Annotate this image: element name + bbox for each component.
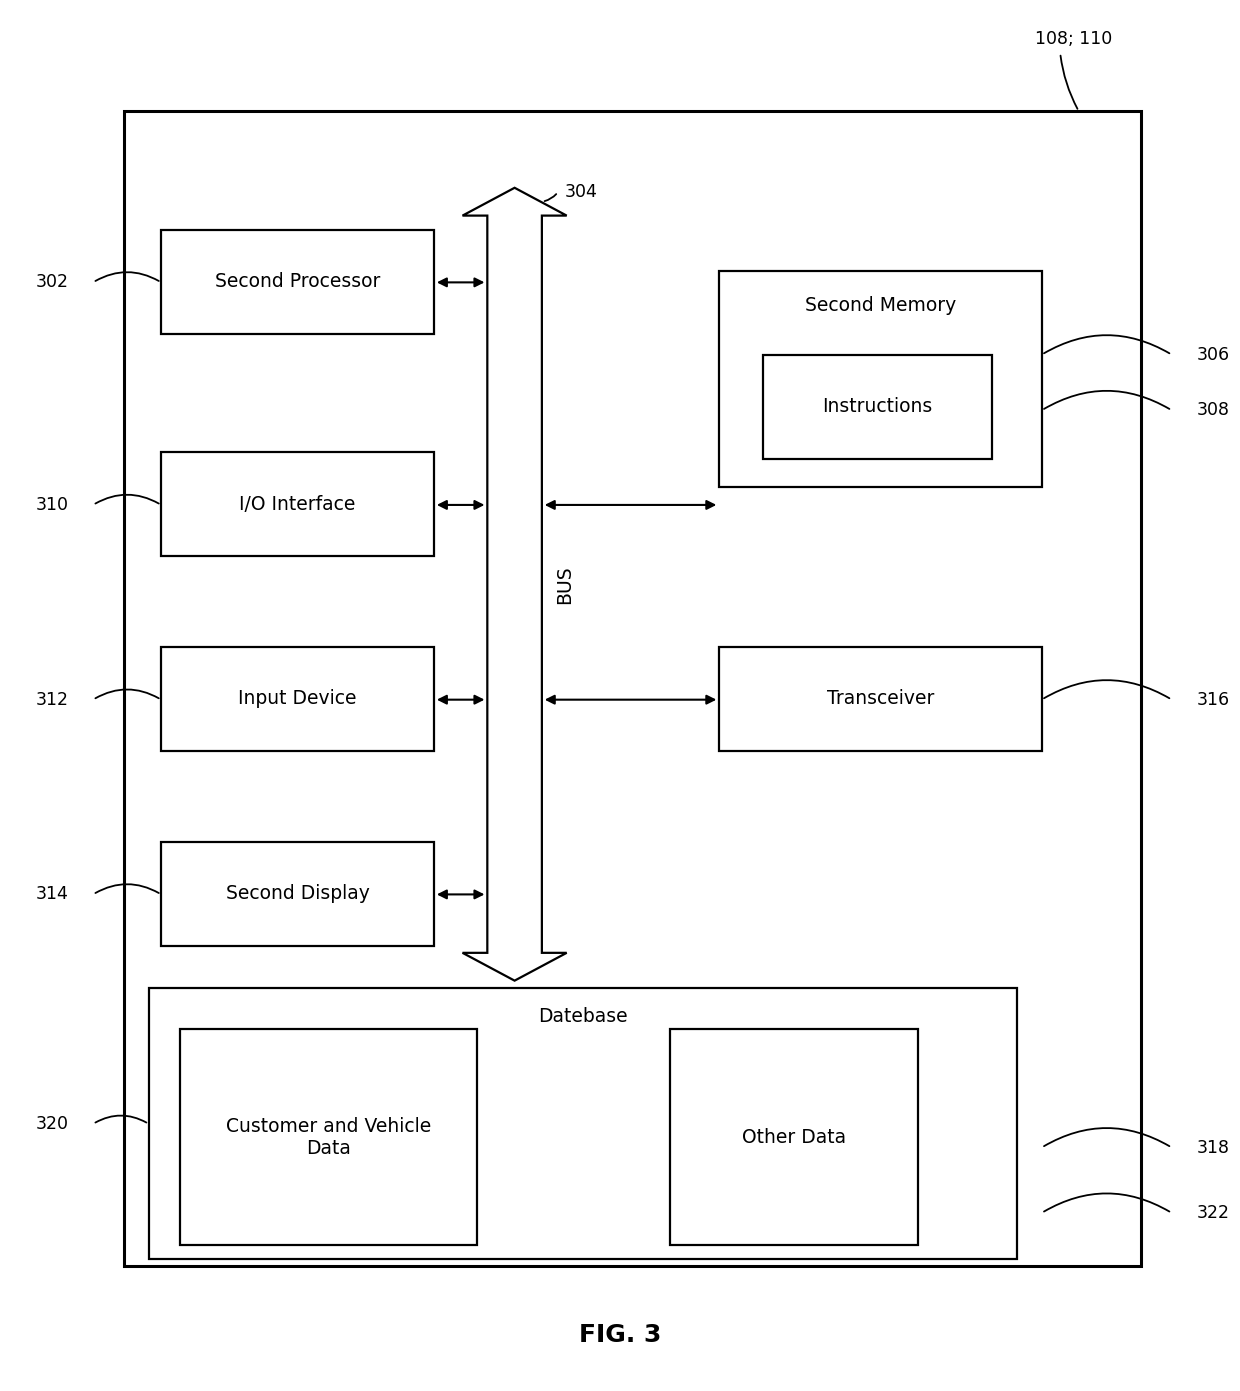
Text: Datebase: Datebase xyxy=(538,1007,627,1027)
Text: I/O Interface: I/O Interface xyxy=(239,495,356,513)
Text: Input Device: Input Device xyxy=(238,690,357,708)
Text: Second Display: Second Display xyxy=(226,885,370,903)
Bar xyxy=(161,230,434,334)
Text: 322: 322 xyxy=(1197,1205,1230,1221)
Polygon shape xyxy=(463,188,567,981)
Bar xyxy=(719,271,1042,487)
Bar xyxy=(161,452,434,556)
Bar xyxy=(161,647,434,751)
Text: 302: 302 xyxy=(35,274,68,291)
Bar xyxy=(161,842,434,946)
Text: Other Data: Other Data xyxy=(742,1128,846,1146)
Text: 312: 312 xyxy=(35,691,68,708)
Bar xyxy=(763,355,992,459)
Bar xyxy=(670,1029,918,1245)
Text: 308: 308 xyxy=(1197,402,1230,419)
Text: 316: 316 xyxy=(1197,691,1230,708)
Bar xyxy=(124,111,1141,1266)
Text: 320: 320 xyxy=(35,1116,68,1132)
Text: 310: 310 xyxy=(35,497,68,513)
Text: FIG. 3: FIG. 3 xyxy=(579,1323,661,1348)
Text: Second Memory: Second Memory xyxy=(805,296,956,316)
Text: Customer and Vehicle
Data: Customer and Vehicle Data xyxy=(226,1117,432,1157)
Bar xyxy=(180,1029,477,1245)
Text: 314: 314 xyxy=(35,886,68,903)
Text: 318: 318 xyxy=(1197,1139,1230,1156)
Text: 306: 306 xyxy=(1197,346,1230,363)
Text: 304: 304 xyxy=(564,184,598,200)
Bar xyxy=(149,988,1017,1259)
Text: 108; 110: 108; 110 xyxy=(1035,31,1112,47)
Text: Transceiver: Transceiver xyxy=(827,690,934,708)
Text: Second Processor: Second Processor xyxy=(215,273,381,291)
Text: Instructions: Instructions xyxy=(822,398,932,416)
Text: BUS: BUS xyxy=(554,565,574,604)
Bar xyxy=(719,647,1042,751)
